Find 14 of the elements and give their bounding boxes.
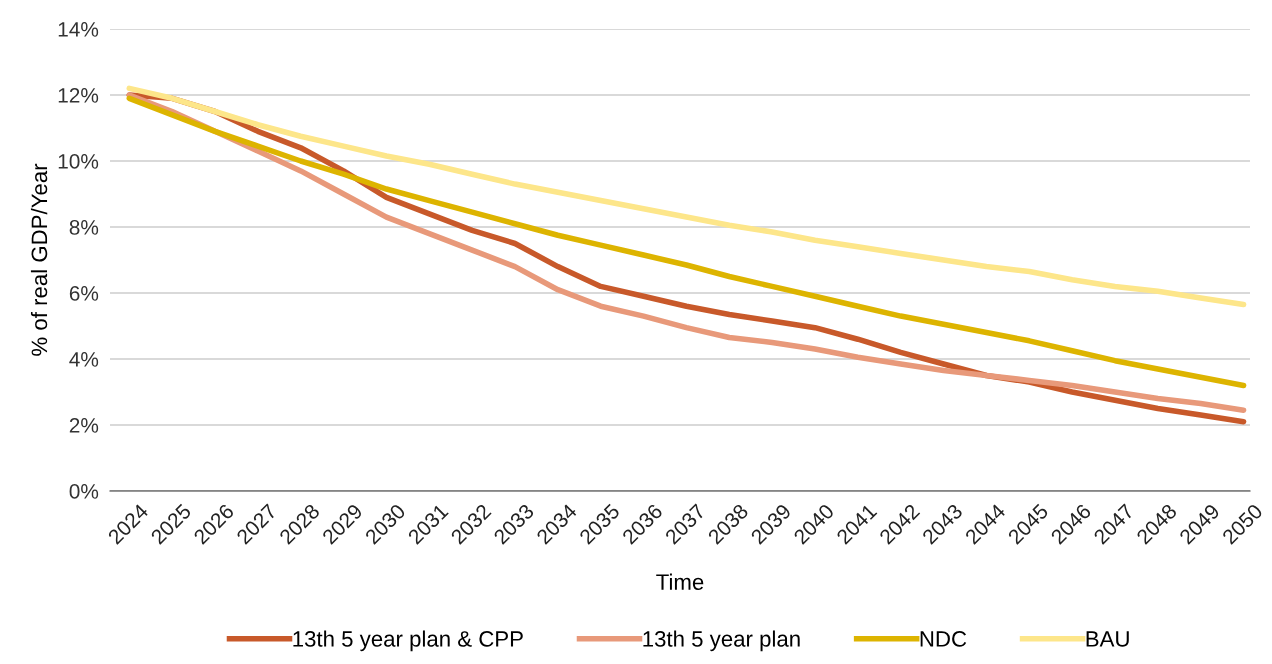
y-tick-label: 6% — [69, 286, 99, 301]
y-axis-title: % of real GDP/Year — [30, 163, 48, 356]
y-tick-label: 10% — [58, 154, 99, 169]
legend-label: 13th 5 year plan — [643, 630, 800, 652]
x-axis-title: Time — [656, 573, 704, 590]
legend-label: 13th 5 year plan & CPP — [293, 630, 523, 652]
y-tick-label: 2% — [69, 418, 99, 433]
y-tick-label: 8% — [69, 220, 99, 235]
y-tick-label: 12% — [58, 88, 99, 103]
legend-label: NDC — [920, 631, 967, 647]
legend-label: BAU — [1086, 631, 1129, 647]
y-tick-label: 0% — [69, 484, 99, 499]
y-tick-label: 4% — [69, 352, 99, 367]
y-tick-label: 14% — [58, 22, 99, 37]
